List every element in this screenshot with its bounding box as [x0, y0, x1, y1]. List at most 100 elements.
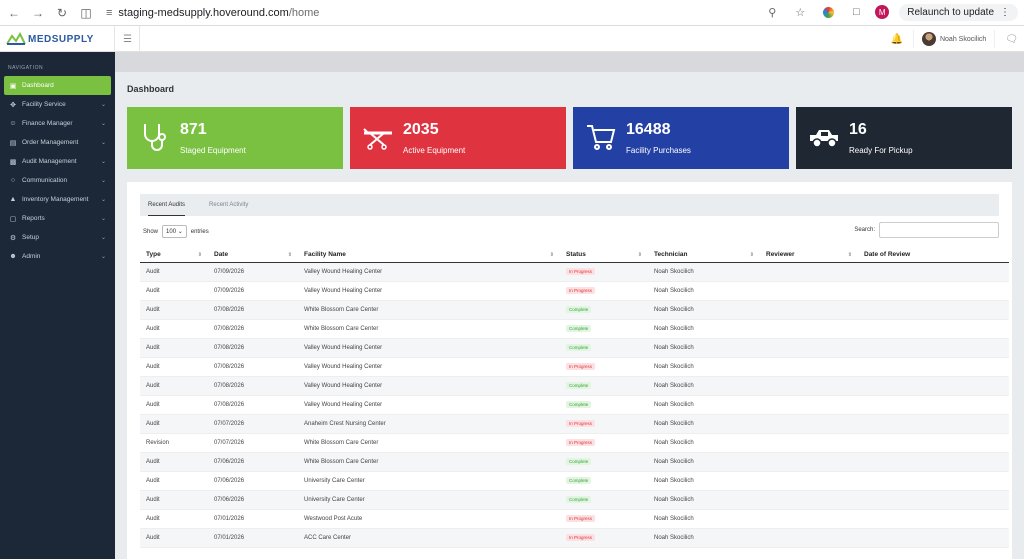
technician-cell: Noah Skocilich [648, 452, 760, 472]
table-row[interactable]: Audit 07/07/2026 Anaheim Crest Nursing Cen… [140, 414, 1009, 434]
table-header-row: Type ⇕ Date ⇕ Facility Name ⇕ Status ⇕ Techn… [140, 248, 1009, 263]
address-bar[interactable]: ≡ staging-medsupply.hoveround.com/home [106, 7, 319, 19]
table-row[interactable]: Audit 07/08/2026 Valley Wound Healing Cent… [140, 395, 1009, 415]
table-row[interactable]: Revision 07/07/2026 White Blossom Care Cen… [140, 433, 1009, 453]
show-label: Show [143, 228, 159, 235]
sidebar-item-admin[interactable]: ☻ Admin ⌄ [0, 247, 115, 266]
wrench-icon: ✥ [10, 101, 16, 109]
tab-recent-activity[interactable]: Recent Activity [209, 202, 249, 208]
status-cell: Complete [560, 338, 648, 358]
sidebar-item-order-management[interactable]: ▤ Order Management ⌄ [0, 133, 115, 152]
sidebar-item-facility-service[interactable]: ✥ Facility Service ⌄ [0, 95, 115, 114]
table-row[interactable]: Audit 07/09/2026 Valley Wound Healing Cent… [140, 262, 1009, 282]
date-of-review-cell [858, 433, 1009, 453]
sidebar-item-audit-management[interactable]: ▩ Audit Management ⌄ [0, 152, 115, 171]
forward-arrow-icon[interactable]: → [32, 5, 44, 20]
search-input[interactable] [879, 222, 999, 238]
clipboard-icon: ▩ [9, 158, 17, 166]
extensions-puzzle-icon[interactable]: □ [852, 6, 860, 18]
back-arrow-icon[interactable]: ← [8, 5, 20, 20]
user-icon: ☻ [9, 253, 17, 260]
table-row[interactable]: Audit 07/08/2026 Valley Wound Healing Cent… [140, 338, 1009, 358]
zoom-icon[interactable]: ⚲ [768, 6, 777, 19]
table-row[interactable]: Audit 07/08/2026 Valley Wound Healing Cent… [140, 357, 1009, 377]
column-header-technician[interactable]: Technician ⇕ [648, 248, 760, 263]
status-cell: Complete [560, 490, 648, 510]
user-menu[interactable]: Noah Skocilich [912, 30, 996, 48]
app-header: MEDSUPPLY ☰ 🔔 Noah Skocilich 🗨 [0, 26, 1024, 52]
more-vert-icon[interactable]: ⋮ [1000, 6, 1010, 18]
chart-icon: ▲ [9, 196, 17, 203]
table-row[interactable]: Audit 07/06/2026 University Care Center Com… [140, 471, 1009, 491]
tab-recent-audits[interactable]: Recent Audits [148, 194, 186, 216]
column-header-facility-name[interactable]: Facility Name ⇕ [298, 248, 560, 263]
status-cell: Complete [560, 452, 648, 472]
column-header-date-of-review[interactable]: Date of Review [858, 248, 1009, 263]
sidebar-item-label: Inventory Management [22, 196, 89, 203]
table-row[interactable]: Audit 07/08/2026 Valley Wound Healing Cent… [140, 376, 1009, 396]
status-badge: In Progress [566, 515, 596, 522]
table-row[interactable]: Audit 07/09/2026 Valley Wound Healing Cent… [140, 281, 1009, 301]
technician-cell: Noah Skocilich [648, 376, 760, 396]
table-row[interactable]: Audit 07/06/2026 University Care Center Com… [140, 490, 1009, 510]
table-search: Search: [854, 222, 999, 238]
date-of-review-cell [858, 528, 1009, 548]
sidebar-item-dashboard[interactable]: ▣ Dashboard [4, 76, 111, 95]
column-header-type[interactable]: Type ⇕ [140, 248, 208, 263]
date-of-review-cell [858, 509, 1009, 529]
column-header-label: Technician [654, 251, 688, 259]
star-icon[interactable]: ☆ [795, 6, 806, 19]
reload-icon[interactable]: ↻ [56, 5, 68, 20]
chat-icon[interactable]: 🗨 [1005, 33, 1018, 45]
table-row[interactable]: Audit 07/06/2026 White Blossom Care Center… [140, 452, 1009, 472]
table-row[interactable]: Audit 07/01/2026 ACC Care Center In Progres… [140, 528, 1009, 548]
stat-card-ready-for-pickup[interactable]: 16 Ready For Pickup [796, 107, 1012, 169]
reviewer-cell [760, 357, 858, 377]
sidebar-toggle-icon[interactable]: ◫ [80, 5, 92, 20]
status-cell: Complete [560, 395, 648, 415]
stat-card-active-equipment[interactable]: 2035 Active Equipment [350, 107, 566, 169]
bell-icon[interactable]: 🔔 [890, 33, 903, 45]
reviewer-cell [760, 433, 858, 453]
entries-label: entries [190, 228, 209, 235]
page-length-control: Show 100 ⌄ entries [143, 225, 209, 238]
column-header-status[interactable]: Status ⇕ [560, 248, 648, 263]
column-header-date[interactable]: Date ⇕ [208, 248, 298, 263]
dashboard-icon: ▣ [9, 82, 17, 90]
page-title: Dashboard [127, 84, 175, 94]
hamburger-menu-icon[interactable]: ☰ [116, 26, 140, 52]
stat-card-staged-equipment[interactable]: 871 Staged Equipment [127, 107, 343, 169]
sort-icon: ⇕ [549, 252, 554, 258]
facility-name-cell: Valley Wound Healing Center [298, 281, 560, 301]
status-badge: In Progress [566, 287, 596, 294]
table-row[interactable]: Audit 07/08/2026 White Blossom Care Center… [140, 319, 1009, 339]
chevron-down-icon: ⌄ [100, 178, 106, 184]
entries-select[interactable]: 100 ⌄ [162, 225, 187, 238]
sidebar-item-setup[interactable]: ⚙ Setup ⌄ [0, 228, 115, 247]
sidebar-item-finance-manager[interactable]: ☺ Finance Manager ⌄ [0, 114, 115, 133]
technician-cell: Noah Skocilich [648, 338, 760, 358]
stat-card-facility-purchases[interactable]: 16488 Facility Purchases [573, 107, 789, 169]
column-header-reviewer[interactable]: Reviewer ⇕ [760, 248, 858, 263]
site-info-icon[interactable]: ≡ [106, 6, 113, 19]
status-badge: Complete [566, 382, 592, 389]
chevron-down-icon: ⌄ [100, 216, 106, 222]
logo[interactable]: MEDSUPPLY [0, 26, 115, 52]
technician-cell: Noah Skocilich [648, 528, 760, 548]
status-cell: In Progress [560, 528, 648, 548]
date-cell: 07/07/2026 [208, 433, 298, 453]
type-cell: Audit [140, 357, 208, 377]
table-row[interactable]: Audit 07/08/2026 White Blossom Care Center… [140, 300, 1009, 320]
sidebar-item-reports[interactable]: ▢ Reports ⌄ [0, 209, 115, 228]
extension-color-icon[interactable] [819, 3, 837, 21]
table-row[interactable]: Audit 07/01/2026 Westwood Post Acute In Pro… [140, 509, 1009, 529]
status-badge: In Progress [566, 420, 596, 427]
sidebar-item-communication[interactable]: ○ Communication ⌄ [0, 171, 115, 190]
reviewer-cell [760, 338, 858, 358]
relaunch-button[interactable]: Relaunch to update ⋮ [899, 3, 1018, 21]
status-cell: In Progress [560, 414, 648, 434]
date-of-review-cell [858, 281, 1009, 301]
profile-avatar[interactable]: M [875, 5, 890, 19]
sidebar-item-inventory-management[interactable]: ▲ Inventory Management ⌄ [0, 190, 115, 209]
sidebar-item-label: Admin [22, 253, 41, 260]
